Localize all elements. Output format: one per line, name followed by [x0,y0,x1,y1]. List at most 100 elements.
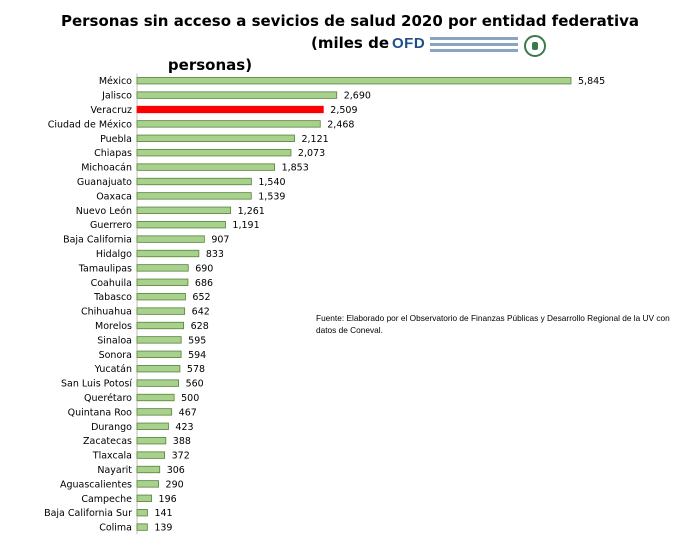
bar-yucatan [136,365,181,373]
category-labels-group: México Jalisco Veracruz Ciudad de México Pue… [44,76,132,533]
value-label-veracruz: 2,509 [330,105,357,116]
value-label-ciudad-de-mexico: 2,468 [327,119,354,130]
category-label-sonora: Sonora [99,350,132,361]
category-label-campeche: Campeche [81,494,132,505]
category-label-sinaloa: Sinaloa [97,335,132,346]
category-label-colima: Colima [99,523,132,534]
chart-title-line1: Personas sin acceso a sevicios de salud … [60,12,640,52]
bar-durango [136,422,169,430]
category-label-ciudad-de-mexico: Ciudad de México [48,119,132,130]
seal-icon [524,35,546,57]
chart-title: Personas sin acceso a sevicios de salud … [60,10,640,76]
category-label-nayarit: Nayarit [97,465,132,476]
bar-guerrero [136,221,226,229]
category-label-morelos: Morelos [95,321,132,332]
category-label-veracruz: Veracruz [91,105,132,116]
ofd-logo-caption-graphic [430,37,518,57]
bar-michoacan [136,163,275,171]
category-label-yucatan: Yucatán [94,364,132,375]
bar-baja-california-sur [136,509,148,517]
bar-coahuila [136,278,189,286]
bar-morelos [136,321,185,330]
value-label-tabasco: 652 [192,292,210,303]
value-label-chihuahua: 642 [192,307,210,318]
category-label-chiapas: Chiapas [94,148,132,159]
bar-aguascalientes [136,480,159,488]
source-note: Fuente: Elaborado por el Observatorio de… [316,313,670,335]
bar-hidalgo [136,249,200,258]
ofd-logo: OFD [392,35,550,59]
value-label-sinaloa: 595 [188,335,206,346]
bar-ciudad-de-mexico [136,120,321,128]
bar-zacatecas [136,437,167,445]
category-label-puebla: Puebla [100,134,132,145]
bar-quintana-roo [136,408,173,416]
value-label-hidalgo: 833 [206,249,224,260]
value-label-baja-california-sur: 141 [154,508,172,519]
value-label-durango: 423 [175,422,193,433]
value-label-tlaxcala: 372 [172,451,190,462]
category-label-baja-california-sur: Baja California Sur [44,508,132,519]
category-label-chihuahua: Chihuahua [81,307,132,318]
value-label-oaxaca: 1,539 [258,191,285,202]
bar-veracruz [136,105,324,114]
value-label-puebla: 2,121 [301,134,328,145]
value-label-campeche: 196 [159,494,177,505]
value-label-baja-california: 907 [211,235,229,246]
ofd-logo-text: OFD [392,35,426,52]
category-label-baja-california: Baja California [63,235,132,246]
value-label-nayarit: 306 [167,465,185,476]
bar-tamaulipas [136,264,189,272]
value-label-yucatan: 578 [187,364,205,375]
category-label-jalisco: Jalisco [101,91,132,102]
value-label-san-luis-potosi: 560 [186,379,204,390]
value-label-jalisco: 2,690 [344,91,371,102]
bar-san-luis-potosi [136,379,179,387]
bar-puebla [136,134,295,142]
category-label-zacatecas: Zacatecas [83,436,132,447]
value-label-coahuila: 686 [195,278,213,289]
value-labels-group: 5,845 2,690 2,509 2,468 2,121 2,073 1,853 1,540… [154,76,605,533]
value-label-aguascalientes: 290 [166,479,184,490]
bar-nayarit [136,465,161,474]
category-label-durango: Durango [91,422,132,433]
value-label-guanajuato: 1,540 [258,177,285,188]
category-label-mexico: México [99,76,132,87]
category-label-hidalgo: Hidalgo [96,249,132,260]
category-label-guerrero: Guerrero [90,220,132,231]
bar-colima [136,523,148,531]
bar-oaxaca [136,192,252,200]
value-label-colima: 139 [154,523,172,534]
bar-tabasco [136,293,186,301]
bar-mexico [136,77,572,85]
bar-sinaloa [136,336,182,344]
value-label-queretaro: 500 [181,393,199,404]
category-label-queretaro: Querétaro [84,393,132,404]
value-label-guerrero: 1,191 [232,220,259,231]
bar-sonora [136,350,182,358]
category-label-coahuila: Coahuila [91,278,132,289]
bar-chiapas [136,149,292,157]
bar-guanajuato [136,177,252,186]
value-label-zacatecas: 388 [173,436,191,447]
value-label-tamaulipas: 690 [195,263,213,274]
value-label-morelos: 628 [191,321,209,332]
bars-group [136,77,572,531]
value-label-nuevo-leon: 1,261 [238,206,265,217]
bar-nuevo-leon [136,206,232,214]
category-label-tabasco: Tabasco [93,292,132,303]
category-label-michoacan: Michoacán [81,163,132,174]
bar-campeche [136,494,152,502]
bar-baja-california [136,235,205,243]
bar-jalisco [136,91,338,99]
category-label-san-luis-potosi: San Luis Potosí [61,379,132,390]
category-label-oaxaca: Oaxaca [96,191,132,202]
value-label-sonora: 594 [188,350,206,361]
category-label-guanajuato: Guanajuato [77,177,132,188]
category-label-quintana-roo: Quintana Roo [68,407,133,418]
category-label-aguascalientes: Aguascalientes [60,479,132,490]
value-label-mexico: 5,845 [578,76,605,87]
chart-title-line2: personas) [167,56,253,74]
bar-queretaro [136,393,175,402]
